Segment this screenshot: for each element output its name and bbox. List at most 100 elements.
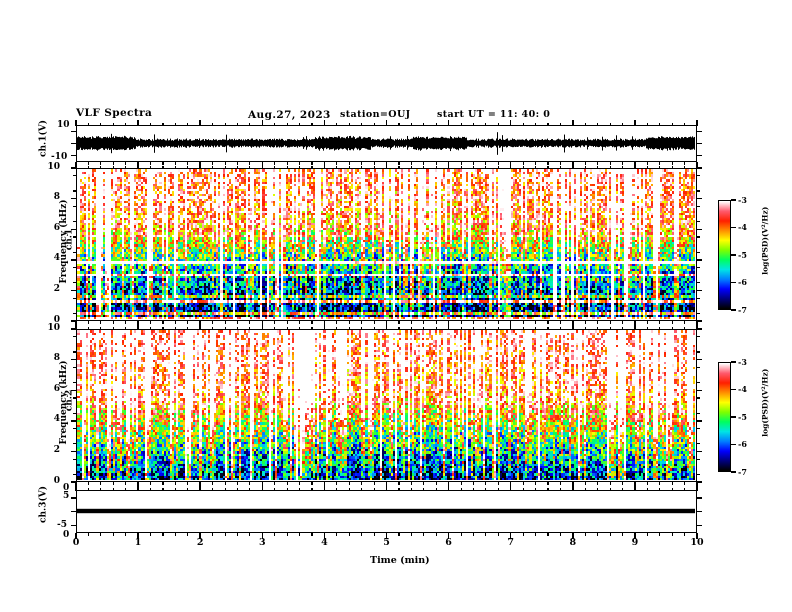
tick-mark [112, 161, 114, 165]
tick-mark [671, 165, 673, 169]
tick-mark [73, 382, 77, 384]
tick-mark [696, 130, 702, 133]
tick-mark [311, 161, 313, 165]
tick-mark [659, 487, 661, 491]
x-tick-label-6: 6 [445, 537, 452, 548]
tick-mark [212, 122, 214, 126]
tick-mark [410, 481, 412, 485]
tick-mark [373, 326, 375, 330]
tick-mark [634, 532, 636, 539]
tick-mark [373, 320, 375, 324]
tick-mark [199, 162, 201, 169]
tick-mark [572, 323, 574, 330]
tick-mark [249, 487, 251, 491]
ch3-ytick-pos: 5 [63, 491, 70, 501]
tick-mark [274, 122, 276, 126]
colorbar-ch1-tick--4: -4 [738, 222, 747, 232]
tick-mark [509, 323, 512, 330]
tick-mark [348, 161, 350, 165]
tick-mark [199, 532, 201, 539]
tick-mark [609, 165, 611, 169]
tick-mark [509, 484, 512, 491]
x-tick-label-10: 10 [690, 537, 704, 548]
tick-mark [696, 532, 698, 539]
tick-mark [261, 323, 264, 330]
tick-mark [535, 122, 537, 126]
tick-mark [621, 532, 624, 536]
tick-mark [584, 165, 586, 169]
tick-mark [385, 119, 388, 126]
tick-mark [224, 161, 226, 165]
ch2-ytick-2: 2 [53, 444, 60, 455]
tick-mark [522, 122, 524, 126]
tick-mark [696, 412, 700, 414]
tick-mark [696, 524, 702, 527]
tick-mark [435, 487, 437, 491]
tick-mark [731, 388, 736, 391]
tick-mark [547, 122, 549, 126]
tick-mark [659, 481, 661, 485]
tick-mark [385, 162, 388, 169]
figure-station: station=OUJ [340, 109, 411, 120]
tick-mark [460, 165, 462, 169]
tick-mark [187, 122, 189, 126]
tick-mark [410, 532, 412, 536]
tick-mark [609, 122, 611, 126]
tick-mark [162, 122, 164, 126]
ch2-spectrogram-panel [76, 329, 697, 482]
tick-mark [71, 320, 77, 322]
tick-mark [336, 122, 338, 126]
tick-mark [410, 487, 412, 491]
tick-mark [509, 162, 512, 169]
tick-mark [174, 481, 176, 485]
tick-mark [73, 251, 77, 253]
tick-mark [447, 484, 450, 491]
tick-mark [311, 532, 313, 536]
ch2-ytick-4: 4 [53, 414, 60, 425]
tick-mark [112, 165, 114, 169]
tick-mark [162, 161, 164, 165]
tick-mark [472, 122, 475, 126]
tick-mark [249, 532, 251, 536]
tick-mark [87, 481, 89, 485]
tick-mark [485, 165, 487, 169]
tick-mark [559, 165, 561, 169]
tick-mark [249, 481, 251, 485]
x-tick-label-2: 2 [196, 537, 204, 548]
tick-mark [584, 320, 586, 324]
tick-mark [323, 484, 326, 491]
tick-mark [472, 165, 475, 169]
tick-mark [162, 481, 164, 485]
tick-mark [125, 326, 127, 330]
tick-mark [274, 320, 276, 324]
tick-mark [731, 309, 736, 311]
tick-mark [100, 326, 102, 330]
tick-mark [696, 427, 700, 430]
tick-mark [150, 161, 152, 165]
tick-mark [522, 326, 524, 330]
tick-mark [299, 165, 301, 169]
tick-mark [224, 532, 226, 536]
tick-mark [731, 281, 736, 284]
tick-mark [398, 122, 400, 126]
tick-mark [609, 320, 611, 324]
tick-mark [373, 161, 375, 165]
tick-mark [522, 161, 524, 165]
tick-mark [373, 532, 375, 536]
tick-mark [361, 161, 363, 165]
tick-mark [621, 122, 624, 126]
tick-mark [348, 320, 350, 324]
tick-mark [100, 165, 102, 169]
tick-mark [572, 532, 574, 539]
tick-mark [112, 320, 114, 324]
tick-mark [472, 320, 475, 324]
tick-mark [286, 161, 288, 165]
tick-mark [634, 323, 636, 330]
tick-mark [731, 471, 736, 473]
tick-mark [236, 165, 239, 169]
tick-mark [162, 326, 164, 330]
tick-mark [609, 487, 611, 491]
tick-mark [696, 312, 700, 315]
tick-mark [224, 320, 226, 324]
